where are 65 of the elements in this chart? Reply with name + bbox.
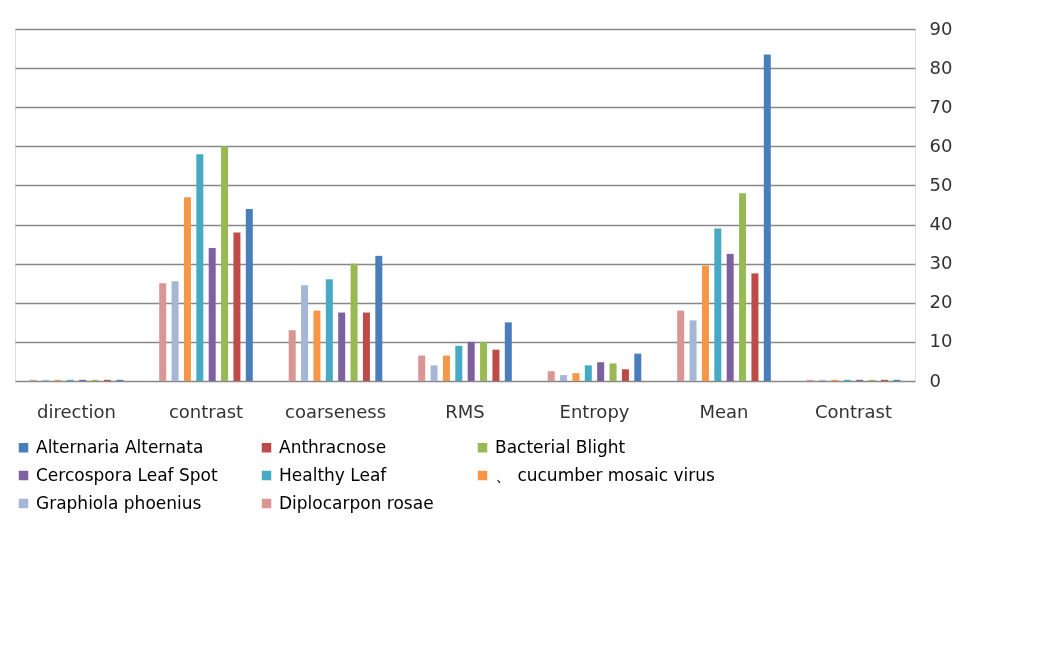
bar [418,355,426,381]
bar [350,263,358,381]
bar [183,197,191,381]
legend-label: Bacterial Blight [495,436,626,457]
bar [584,365,592,381]
bar [714,228,722,381]
y-tick-label: 70 [929,95,953,117]
bar [430,365,438,381]
x-tick-label: Entropy [559,400,630,422]
y-tick-label: 90 [929,17,953,39]
bar [492,349,500,381]
legend-label: Alternaria Alternata [36,436,204,457]
bar [480,341,488,381]
bar [288,330,296,381]
bar [763,54,771,381]
y-tick-label: 10 [929,330,953,352]
legend-label: Graphiola phoenius [36,492,202,513]
bar [726,253,734,381]
bar [701,265,709,381]
bar [362,312,370,381]
y-tick-label: 80 [929,56,953,78]
bar [467,341,475,381]
bar [159,283,167,381]
bar [677,310,685,381]
y-tick-label: 40 [929,213,953,235]
bar [634,353,642,381]
bar [196,154,204,381]
legend-label: 、 cucumber mosaic virus [495,464,716,485]
bar [560,375,568,381]
x-tick-label: RMS [445,400,485,422]
x-tick-label: direction [37,400,116,422]
bar [504,322,512,381]
y-tick-label: 60 [929,134,953,156]
bar [171,281,179,381]
x-tick-label: contrast [168,400,244,422]
bar [751,273,759,381]
bar [221,146,229,381]
legend-label: Anthracnose [279,436,387,457]
bar [689,320,697,381]
bar [621,369,629,381]
bar [313,310,321,381]
bar [325,279,333,381]
legend-label: Cercospora Leaf Spot [36,464,218,485]
bar [609,363,617,381]
bar [301,285,309,381]
bar [547,371,555,381]
bar [442,355,450,381]
bar [375,255,383,381]
bar [739,193,747,381]
bar [455,345,463,381]
y-tick-label: 20 [929,291,953,313]
y-tick-label: 0 [929,369,941,391]
y-tick-label: 50 [929,173,953,195]
bar [233,232,241,381]
bar [597,362,605,381]
x-tick-label: Mean [699,400,749,422]
bar [338,312,346,381]
y-tick-label: 30 [929,252,953,274]
x-tick-label: coarseness [284,400,387,422]
legend-label: Healthy Leaf [279,464,388,485]
bar [245,208,253,381]
legend-label: Diplocarpon rosae [279,492,434,513]
bar [208,248,216,381]
bar [572,373,580,381]
x-tick-label: Contrast [815,400,892,422]
